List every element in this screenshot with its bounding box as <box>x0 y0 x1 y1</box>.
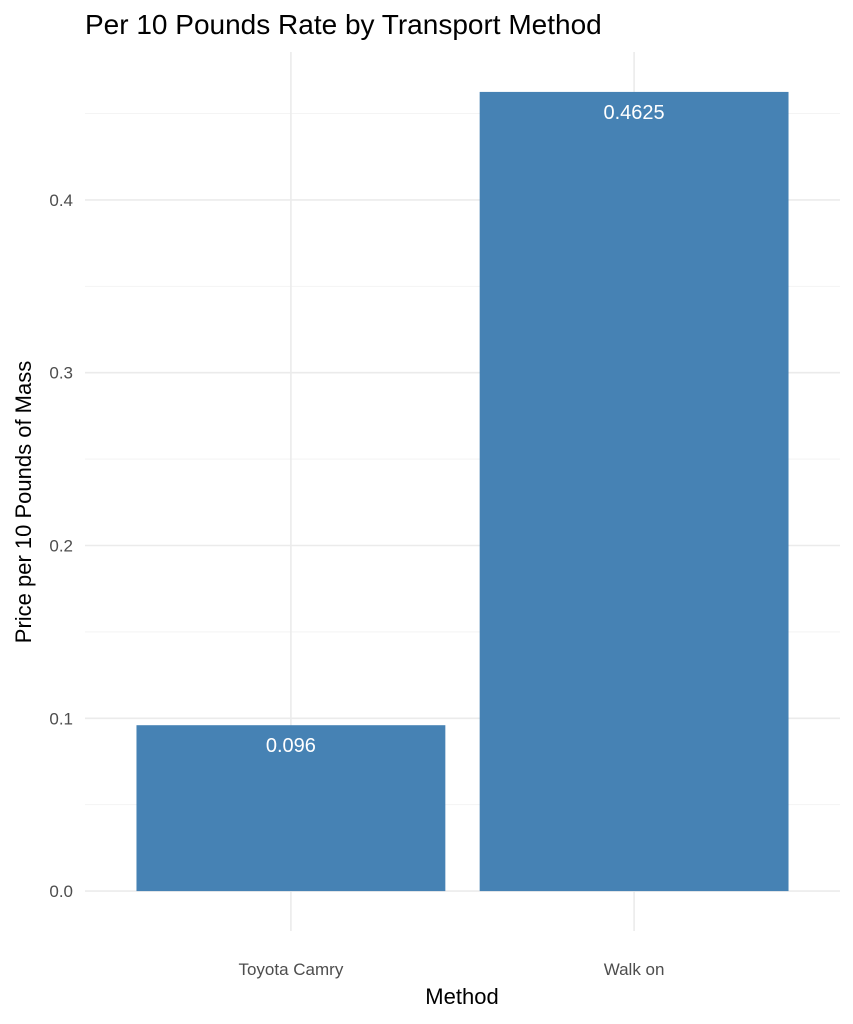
y-axis-title: Price per 10 Pounds of Mass <box>11 361 36 643</box>
y-tick-label: 0.1 <box>49 709 73 728</box>
x-axis-tick-labels: Toyota Camry Walk on <box>238 960 664 979</box>
y-tick-label: 0.4 <box>49 191 73 210</box>
chart-title: Per 10 Pounds Rate by Transport Method <box>85 9 602 40</box>
y-tick-label: 0.0 <box>49 882 73 901</box>
y-tick-label: 0.2 <box>49 536 73 555</box>
y-tick-label: 0.3 <box>49 364 73 383</box>
x-tick-label: Toyota Camry <box>238 960 343 979</box>
data-labels: 0.096 0.4625 <box>266 102 665 757</box>
bar-toyota-camry <box>136 725 446 892</box>
x-tick-label: Walk on <box>604 960 665 979</box>
bars <box>136 91 789 892</box>
bar-walk-on <box>479 91 789 892</box>
y-axis-tick-labels: 0.0 0.1 0.2 0.3 0.4 <box>49 191 73 901</box>
bar-value-label: 0.4625 <box>604 102 665 124</box>
x-axis-title: Method <box>425 984 498 1009</box>
bar-value-label: 0.096 <box>266 735 316 757</box>
